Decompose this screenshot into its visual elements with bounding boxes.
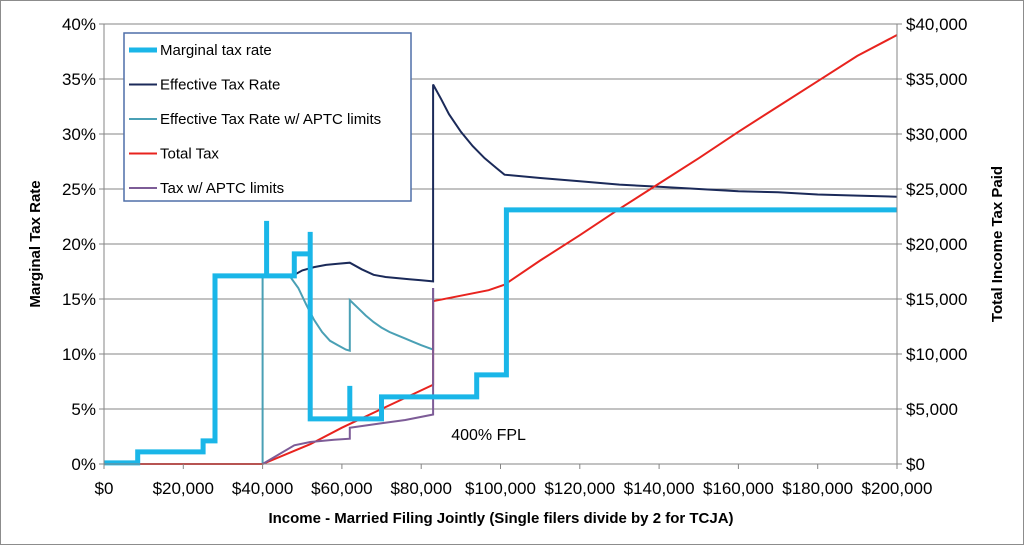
x-tick-label: $120,000	[544, 479, 615, 498]
series-line-tax-w-aptc-limits	[262, 288, 435, 465]
series-line-total-tax	[104, 34, 898, 465]
x-axis-title: Income - Married Filing Jointly (Single …	[268, 510, 733, 527]
right-tick-label: $40,000	[906, 15, 967, 34]
left-tick-label: 35%	[62, 70, 96, 89]
series-line-marginal-tax-rate	[104, 207, 897, 466]
right-tick-label: $35,000	[906, 70, 967, 89]
legend-label-effective-tax-rate-w-aptc-limits: Effective Tax Rate w/ APTC limits	[160, 111, 381, 128]
legend-label-total-tax: Total Tax	[160, 146, 219, 163]
left-tick-label: 15%	[62, 290, 96, 309]
right-tick-label: $0	[906, 455, 925, 474]
legend-label-tax-w-aptc-limits: Tax w/ APTC limits	[160, 180, 284, 197]
right-tick-label: $20,000	[906, 235, 967, 254]
x-tick-label: $160,000	[703, 479, 774, 498]
x-tick-label: $100,000	[465, 479, 536, 498]
x-tick-label: $200,000	[862, 479, 933, 498]
right-axis-title: Total Income Tax Paid	[989, 166, 1006, 322]
left-tick-label: 20%	[62, 235, 96, 254]
left-tick-label: 25%	[62, 180, 96, 199]
x-tick-label: $60,000	[311, 479, 372, 498]
annotation-label: 400% FPL	[451, 427, 526, 444]
right-tick-label: $15,000	[906, 290, 967, 309]
right-tick-label: $30,000	[906, 125, 967, 144]
legend: Marginal tax rate Effective Tax Rate Effec…	[123, 32, 412, 202]
x-tick-label: $80,000	[390, 479, 451, 498]
series-layer	[104, 34, 898, 466]
annotation-layer: 400% FPL	[451, 427, 526, 444]
series-line-effective-tax-rate	[289, 84, 898, 283]
left-tick-label: 30%	[62, 125, 96, 144]
x-tick-label: $0	[95, 479, 114, 498]
x-tick-label: $180,000	[782, 479, 853, 498]
x-tick-label: $20,000	[153, 479, 214, 498]
right-tick-label: $25,000	[906, 180, 967, 199]
left-tick-label: 40%	[62, 15, 96, 34]
legend-label-effective-tax-rate: Effective Tax Rate	[160, 77, 280, 94]
left-tick-label: 10%	[62, 345, 96, 364]
left-axis-title: Marginal Tax Rate	[27, 180, 44, 307]
left-tick-label: 5%	[71, 400, 96, 419]
series-line-effective-tax-rate-w-aptc-limits	[261, 276, 435, 464]
x-tick-label: $40,000	[232, 479, 293, 498]
legend-box	[123, 32, 412, 202]
right-tick-label: $5,000	[906, 400, 958, 419]
left-tick-label: 0%	[71, 455, 96, 474]
axis-layer: 0% 5% 10% 15% 20% 25% 30% 35% 40% $0 $5,000 $10,000…	[62, 15, 967, 498]
legend-label-marginal-tax-rate: Marginal tax rate	[160, 42, 272, 59]
right-tick-label: $10,000	[906, 345, 967, 364]
x-tick-label: $140,000	[624, 479, 695, 498]
